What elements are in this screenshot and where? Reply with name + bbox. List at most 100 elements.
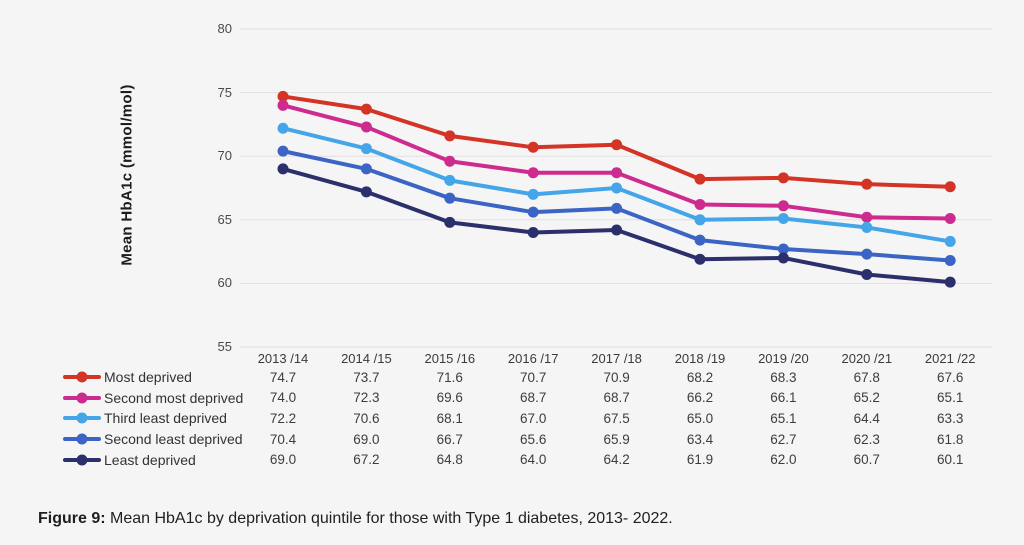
table-cell: 70.9 <box>603 369 630 385</box>
data-point <box>527 227 539 239</box>
table-cell: 63.4 <box>686 431 714 447</box>
table-cell: 62.0 <box>770 452 797 468</box>
legend-label: Second least deprived <box>104 431 243 448</box>
data-point <box>277 99 289 111</box>
data-point <box>944 213 956 225</box>
table-cell: 68.3 <box>770 369 797 385</box>
table-cell: 72.3 <box>353 390 380 406</box>
table-cell: 68.2 <box>686 369 714 385</box>
table-cell: 66.1 <box>770 390 797 406</box>
table-cell: 64.4 <box>853 410 880 426</box>
table-cell: 65.1 <box>937 390 964 406</box>
table-cell: 68.7 <box>603 390 630 406</box>
legend-item: Least deprived <box>63 449 196 470</box>
data-point <box>777 172 789 184</box>
data-point <box>694 173 706 185</box>
table-cell: 68.7 <box>520 390 547 406</box>
table-cell: 74.7 <box>269 369 297 385</box>
legend-dot-marker <box>76 392 88 404</box>
data-point <box>611 139 623 151</box>
data-point <box>360 143 372 155</box>
table-cell: 70.6 <box>353 410 380 426</box>
table-cell: 63.3 <box>937 410 964 426</box>
legend-label: Most deprived <box>104 369 192 385</box>
table-cell: 67.8 <box>853 369 880 385</box>
x-axis-label: 2021 /22 <box>924 351 976 366</box>
data-point <box>777 243 789 255</box>
x-axis-label: 2014 /15 <box>341 351 392 366</box>
data-point <box>694 234 706 246</box>
figure-caption-text: Mean HbA1c by deprivation quintile for t… <box>105 510 673 527</box>
data-point <box>694 199 706 211</box>
data-point <box>944 255 956 267</box>
legend-dot-marker <box>76 412 88 424</box>
y-axis-tick: 70 <box>217 148 232 164</box>
data-point <box>861 178 873 190</box>
x-axis-label: 2017 /18 <box>591 351 642 366</box>
table-cell: 70.4 <box>269 431 297 447</box>
table-cell: 69.6 <box>436 390 463 406</box>
table-cell: 62.3 <box>853 431 880 447</box>
table-cell: 60.1 <box>937 452 964 468</box>
legend-line-marker <box>63 412 101 424</box>
data-point <box>277 122 289 134</box>
legend-line-marker <box>63 371 101 383</box>
data-point <box>360 103 372 115</box>
data-point <box>861 248 873 260</box>
table-cell: 69.0 <box>269 452 297 468</box>
data-point <box>444 216 456 228</box>
data-point <box>444 174 456 186</box>
table-cell: 68.1 <box>436 410 463 426</box>
table-cell: 65.2 <box>853 390 880 406</box>
y-axis-tick: 60 <box>217 275 232 291</box>
x-axis-label: 2013 /14 <box>257 351 309 366</box>
data-point <box>694 253 706 265</box>
table-cell: 66.7 <box>436 431 463 447</box>
data-point <box>277 145 289 157</box>
table-cell: 67.0 <box>520 410 547 426</box>
legend-item: Second least deprived <box>63 429 243 450</box>
data-point <box>444 192 456 204</box>
legend-line-marker <box>63 392 101 404</box>
data-point <box>611 224 623 236</box>
data-point <box>944 276 956 288</box>
data-point <box>944 181 956 193</box>
table-cell: 60.7 <box>853 452 880 468</box>
line-series-1 <box>281 103 953 221</box>
data-point <box>277 163 289 175</box>
table-cell: 65.6 <box>520 431 547 447</box>
data-point <box>527 141 539 153</box>
data-point <box>777 200 789 212</box>
table-cell: 64.2 <box>603 452 630 468</box>
figure-caption-label: Figure 9: <box>38 510 106 527</box>
data-point <box>861 221 873 233</box>
table-cell: 64.8 <box>436 452 463 468</box>
data-point <box>861 211 873 223</box>
figure-caption: Figure 9: Mean HbA1c by deprivation quin… <box>38 510 673 528</box>
y-axis-tick: 80 <box>217 21 232 36</box>
legend-label: Third least deprived <box>104 410 227 427</box>
x-axis-label: 2020 /21 <box>841 351 893 366</box>
data-point <box>777 252 789 264</box>
legend-item: Most deprived <box>63 367 192 388</box>
y-axis-tick: 65 <box>217 211 232 227</box>
data-point <box>527 206 539 218</box>
table-cell: 72.2 <box>269 410 297 426</box>
table-cell: 70.7 <box>520 369 547 385</box>
table-cell: 71.6 <box>436 369 463 385</box>
data-point <box>360 186 372 198</box>
table-cell: 64.0 <box>520 452 547 468</box>
table-cell: 73.7 <box>353 369 380 385</box>
legend-label: Second most deprived <box>104 389 244 406</box>
table-cell: 61.8 <box>937 431 964 447</box>
data-point <box>444 130 456 142</box>
data-point <box>527 167 539 179</box>
table-cell: 67.5 <box>603 410 630 426</box>
data-point <box>277 90 289 102</box>
legend-line-marker <box>63 433 101 445</box>
x-axis-label: 2016 /17 <box>507 351 559 366</box>
table-cell: 66.2 <box>686 390 714 406</box>
y-axis-tick: 75 <box>217 84 232 100</box>
x-axis-label: 2018 /19 <box>674 351 726 366</box>
